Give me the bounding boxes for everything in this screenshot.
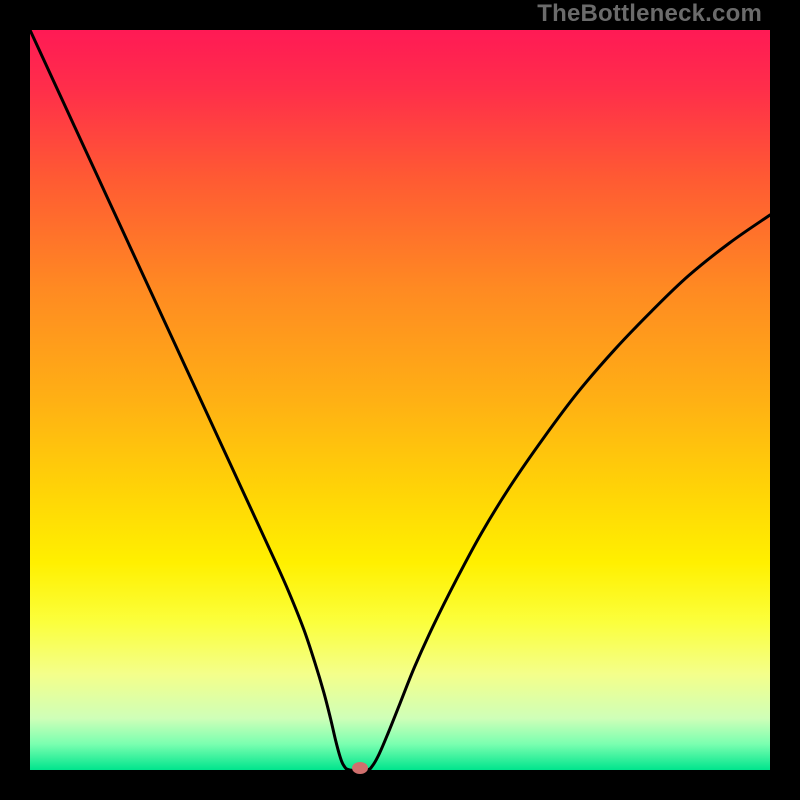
- chart-frame: TheBottleneck.com: [0, 0, 800, 800]
- watermark-text: TheBottleneck.com: [537, 0, 762, 28]
- bottleneck-chart: [0, 0, 800, 800]
- plot-area: [30, 30, 770, 770]
- minimum-marker: [352, 762, 368, 774]
